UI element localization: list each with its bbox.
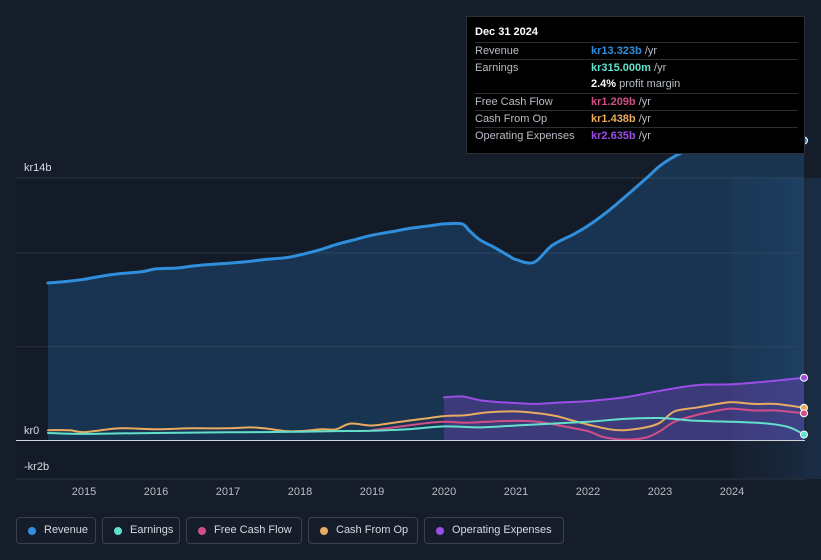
x-tick-label: 2015 — [72, 486, 96, 498]
legend-dot-icon — [198, 527, 206, 535]
legend-item-free-cash-flow[interactable]: Free Cash Flow — [186, 517, 302, 544]
chart-tooltip: Dec 31 2024 Revenue kr13.323b /yr Earnings… — [466, 16, 805, 154]
x-tick-label: 2023 — [648, 486, 672, 498]
y-tick-label: -kr2b — [24, 461, 49, 473]
y-tick-label: kr14b — [24, 162, 52, 174]
legend-dot-icon — [114, 527, 122, 535]
legend-item-operating-expenses[interactable]: Operating Expenses — [424, 517, 564, 544]
legend-label: Revenue — [44, 524, 89, 536]
tooltip-label: Free Cash Flow — [475, 96, 553, 108]
legend-item-revenue[interactable]: Revenue — [16, 517, 96, 544]
revenue-area — [48, 140, 804, 441]
operating-expenses-end-marker — [800, 373, 808, 382]
tooltip-row: Revenue kr13.323b /yr — [475, 42, 798, 60]
x-tick-label: 2017 — [216, 486, 240, 498]
tooltip-label: Revenue — [475, 45, 520, 57]
legend-item-cash-from-op[interactable]: Cash From Op — [308, 517, 418, 544]
tooltip-row: Earnings kr315.000m /yr — [475, 59, 798, 77]
legend-item-earnings[interactable]: Earnings — [102, 517, 180, 544]
tooltip-value: kr1.209b /yr — [591, 96, 651, 108]
operating-expenses-line — [443, 376, 805, 405]
x-tick-label: 2021 — [504, 486, 528, 498]
tooltip-value: kr2.635b /yr — [591, 130, 651, 142]
x-tick-label: 2016 — [144, 486, 168, 498]
x-tick-label: 2018 — [288, 486, 312, 498]
tooltip-value: kr13.323b /yr — [591, 45, 658, 57]
legend-label: Earnings — [130, 524, 174, 536]
tooltip-row: Free Cash Flow kr1.209b /yr — [475, 93, 798, 111]
free-cash-flow-end-marker — [800, 409, 808, 418]
free-cash-flow-line — [371, 407, 805, 441]
x-tick-label: 2019 — [360, 486, 384, 498]
legend-label: Operating Expenses — [452, 524, 552, 536]
y-tick-label: kr0 — [24, 425, 39, 437]
tooltip-row: 2.4% profit margin — [475, 76, 798, 93]
tooltip-date: Dec 31 2024 — [475, 26, 538, 38]
highlight-region — [732, 178, 821, 479]
legend-label: Cash From Op — [336, 524, 409, 536]
legend-dot-icon — [320, 527, 328, 535]
x-tick-label: 2020 — [432, 486, 456, 498]
earnings-line — [47, 416, 805, 436]
tooltip-label: Cash From Op — [475, 113, 548, 125]
earnings-end-marker — [800, 430, 808, 439]
tooltip-value: kr1.438b /yr — [591, 113, 651, 125]
tooltip-label: Operating Expenses — [475, 130, 575, 142]
tooltip-label: Earnings — [475, 62, 519, 74]
x-tick-label: 2022 — [576, 486, 600, 498]
tooltip-row: Cash From Op kr1.438b /yr — [475, 110, 798, 128]
x-tick-label: 2024 — [720, 486, 744, 498]
legend-label: Free Cash Flow — [214, 524, 292, 536]
tooltip-value: 2.4% profit margin — [591, 78, 681, 90]
tooltip-row: Operating Expenses kr2.635b /yr — [475, 127, 798, 145]
legend-dot-icon — [28, 527, 36, 535]
legend-dot-icon — [436, 527, 444, 535]
cash-from-op-line — [47, 401, 805, 434]
tooltip-value: kr315.000m /yr — [591, 62, 667, 74]
